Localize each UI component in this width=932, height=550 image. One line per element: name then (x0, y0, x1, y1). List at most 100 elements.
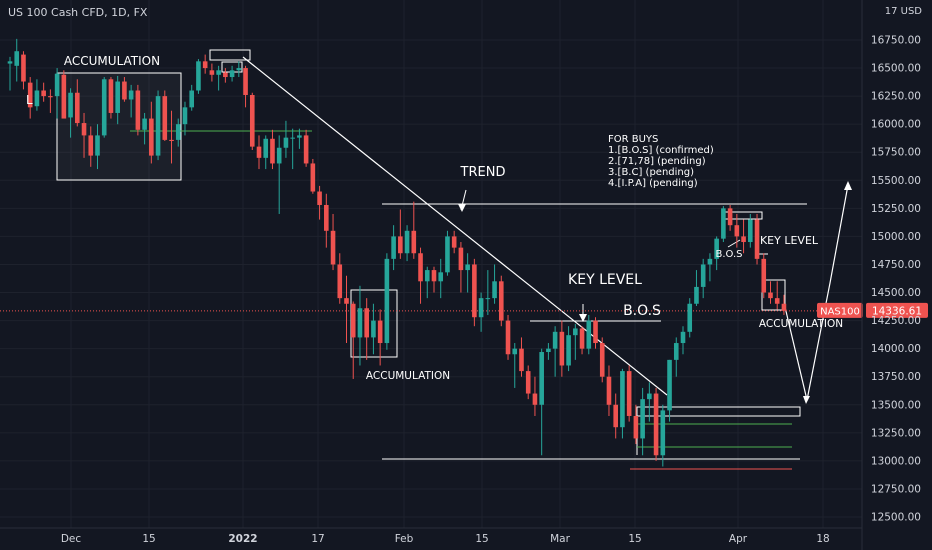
candle-body (633, 415, 639, 439)
candle (81, 112, 87, 158)
candle-body (721, 208, 726, 239)
x-tick-label[interactable]: Dec (61, 533, 82, 545)
candle-body (270, 138, 275, 164)
candle-body (748, 219, 753, 243)
currency-label[interactable]: 17 USD (884, 6, 922, 17)
x-tick-label[interactable]: 15 (475, 533, 488, 545)
candle (424, 266, 430, 299)
candle-body (391, 236, 396, 259)
x-tick-label[interactable]: Feb (395, 533, 414, 545)
candle (660, 404, 666, 467)
y-tick-label: 16250.00 (871, 91, 921, 103)
candle-body (599, 343, 605, 377)
candle-body (687, 303, 693, 332)
candle-body (707, 258, 713, 265)
candle-body (519, 348, 524, 372)
y-tick-label: 14250.00 (871, 315, 921, 327)
candle (216, 65, 221, 91)
candle (21, 51, 26, 90)
candle (14, 38, 20, 82)
candle-body (54, 73, 60, 97)
candle (27, 77, 33, 119)
l-marker-label: L (26, 93, 33, 107)
x-tick-label[interactable]: 2022 (228, 533, 257, 545)
candle (122, 77, 127, 102)
x-tick-label[interactable]: Mar (550, 533, 570, 545)
candle-body (68, 92, 73, 118)
candle (673, 337, 679, 377)
y-axis[interactable]: 12500.00 12750.00 13000.00 13250.00 13500.00… (861, 0, 921, 550)
candle (162, 90, 168, 142)
accumulation-label-1: ACCUMULATION (64, 54, 160, 68)
candle (552, 326, 558, 377)
candle-body (290, 137, 295, 139)
x-tick-label[interactable]: 18 (816, 533, 829, 545)
trend-arrow-head (458, 204, 466, 212)
candle (209, 63, 215, 82)
candle (613, 393, 618, 439)
x-axis[interactable]: Dec 15 2022 17 Feb 15 Mar 15 Apr 18 (0, 527, 862, 545)
candle (256, 135, 262, 170)
projection-arrow-down (803, 396, 810, 404)
x-tick-label[interactable]: 15 (142, 533, 155, 545)
candle (236, 61, 242, 78)
candle (694, 270, 699, 306)
candle (391, 225, 396, 271)
candle (525, 365, 531, 400)
candle (761, 253, 767, 299)
symbol-badge (817, 302, 863, 318)
candle (586, 314, 592, 355)
candle (451, 230, 457, 254)
x-tick-label[interactable]: Apr (729, 533, 748, 545)
bos-label-1: B.O.S (623, 303, 661, 319)
candle-body (404, 230, 410, 254)
candle (559, 320, 565, 377)
y-tick-label: 13000.00 (871, 455, 921, 467)
candle-body (424, 270, 430, 282)
candle-body (337, 264, 343, 299)
candle (108, 77, 114, 119)
candle-body (438, 272, 444, 282)
candle-body (593, 320, 598, 344)
x-tick-label[interactable]: 17 (311, 533, 324, 545)
candle (54, 68, 60, 119)
candle (653, 387, 659, 461)
candle-body (620, 371, 625, 428)
candle (539, 348, 544, 456)
candle (229, 65, 235, 82)
candle-body (243, 68, 248, 95)
candle (573, 323, 578, 360)
candle-body (411, 230, 417, 254)
y-tick-label: 15000.00 (871, 231, 921, 243)
candle-body (371, 320, 376, 338)
y-tick-label: 15750.00 (871, 147, 921, 159)
candle-body (774, 298, 780, 304)
candle (754, 213, 760, 265)
candle (505, 314, 511, 360)
candle-body (61, 74, 67, 119)
candle-body (209, 70, 215, 75)
candle-body (512, 348, 518, 355)
candle-body (162, 96, 168, 140)
for-buys-line: 2.[71,78] (pending) (608, 156, 706, 167)
accumulation-box-3 (761, 279, 786, 311)
x-tick-label[interactable]: 15 (628, 533, 641, 545)
candle (249, 92, 255, 150)
projection-path (784, 184, 849, 401)
candle-body (350, 303, 356, 338)
candle-body (384, 258, 390, 344)
candle (519, 337, 524, 377)
candle (115, 75, 120, 125)
y-tick-label: 16500.00 (871, 63, 921, 75)
key-level-label-1: KEY LEVEL (568, 272, 642, 288)
candle-body (539, 352, 544, 405)
candle-body (579, 328, 585, 349)
candle-body (330, 230, 336, 265)
candle-body (431, 270, 437, 282)
price-badge (866, 302, 928, 318)
candle (700, 258, 706, 299)
candle (324, 193, 329, 248)
candle (263, 135, 269, 170)
candle-body (169, 139, 174, 142)
